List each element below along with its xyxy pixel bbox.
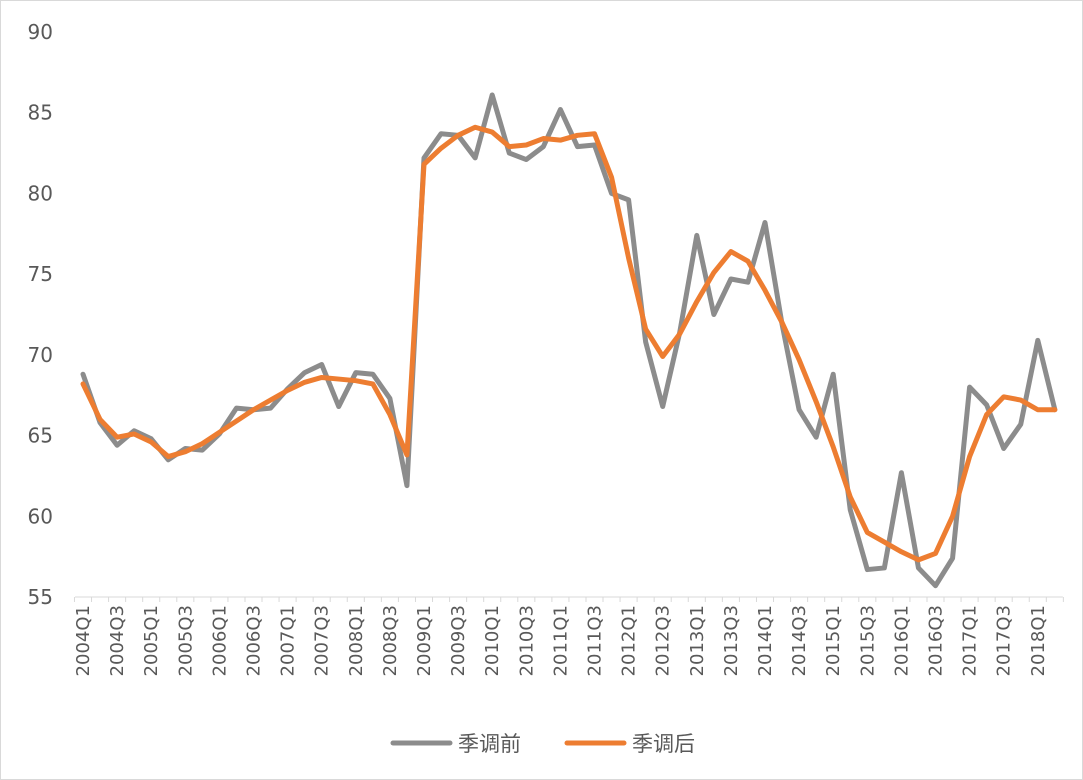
y-axis: 55 60 65 70 75 80 85 90 [28, 20, 53, 609]
x-tick-label: 2008Q1 [346, 605, 367, 676]
x-tick-label: 2006Q3 [244, 605, 265, 676]
x-tick-label: 2009Q1 [414, 605, 435, 676]
x-tick-label: 2010Q3 [516, 605, 537, 676]
legend-label-after-sa: 季调后 [632, 732, 695, 756]
y-tick-label: 80 [28, 181, 53, 205]
legend: 季调前 季调后 [390, 732, 695, 756]
x-tick-label: 2013Q3 [721, 605, 742, 676]
x-tick-label: 2016Q3 [926, 605, 947, 676]
x-tick-label: 2015Q1 [823, 605, 844, 676]
y-tick-label: 75 [28, 262, 53, 286]
y-tick-label: 60 [28, 504, 53, 528]
x-tick-label: 2008Q3 [380, 605, 401, 676]
y-tick-label: 90 [28, 20, 53, 44]
x-tick-label: 2007Q1 [278, 605, 299, 676]
legend-label-before-sa: 季调前 [458, 732, 521, 756]
x-tick-label: 2015Q3 [857, 605, 878, 676]
x-tick-label: 2004Q3 [107, 605, 128, 676]
x-tick-label: 2018Q1 [1028, 605, 1049, 676]
series-line-after-sa [80, 124, 1058, 563]
x-tick-label: 2016Q1 [891, 605, 912, 676]
x-tick-label: 2011Q3 [585, 605, 606, 676]
x-tick-label: 2010Q1 [482, 605, 503, 676]
x-tick-label: 2004Q1 [73, 605, 94, 676]
series-layer [80, 92, 1058, 589]
x-tick-label: 2005Q1 [141, 605, 162, 676]
x-tick-label: 2005Q3 [175, 605, 196, 676]
x-tick-label: 2009Q3 [448, 605, 469, 676]
x-tick-label: 2006Q1 [209, 605, 230, 676]
x-tick-label: 2017Q3 [994, 605, 1015, 676]
x-tick-label: 2014Q3 [789, 605, 810, 676]
x-tick-label: 2014Q1 [755, 605, 776, 676]
x-tick-label: 2012Q3 [653, 605, 674, 676]
x-tick-label: 2007Q3 [312, 605, 333, 676]
y-tick-label: 55 [28, 585, 53, 609]
x-tick-label: 2013Q1 [687, 605, 708, 676]
y-tick-label: 70 [28, 343, 53, 367]
y-tick-label: 85 [28, 101, 53, 125]
y-tick-label: 65 [28, 424, 53, 448]
x-tick-label: 2012Q1 [619, 605, 640, 676]
x-axis: 2004Q1 2004Q3 2005Q1 2005Q3 2006Q1 2006Q3 2007… [73, 596, 1064, 676]
series-line-before-sa [80, 92, 1058, 589]
x-tick-label: 2017Q1 [960, 605, 981, 676]
x-tick-label: 2011Q1 [550, 605, 571, 676]
